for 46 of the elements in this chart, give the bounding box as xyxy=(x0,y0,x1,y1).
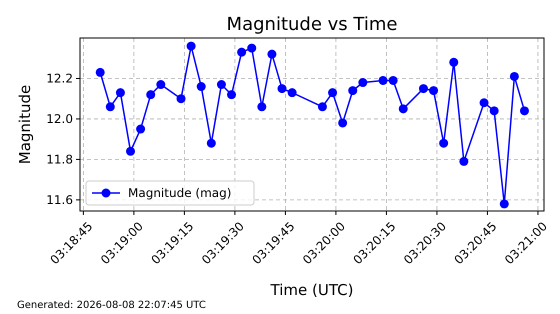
point xyxy=(500,199,509,208)
y-tick-label: 12.0 xyxy=(46,112,73,126)
point xyxy=(116,88,125,98)
point xyxy=(257,102,266,112)
point xyxy=(338,118,348,128)
point xyxy=(318,102,327,112)
point xyxy=(328,88,338,98)
y-axis-title: Magnitude xyxy=(16,84,34,164)
point xyxy=(196,82,206,92)
text: Generated: 2026-08-08 22:07:45 UTC xyxy=(17,300,206,311)
legend-label: Magnitude (mag) xyxy=(128,186,232,200)
point xyxy=(227,90,236,100)
point xyxy=(429,86,438,96)
point xyxy=(156,80,166,90)
point xyxy=(358,78,368,88)
point xyxy=(520,106,529,116)
point xyxy=(439,138,448,148)
point xyxy=(247,44,256,53)
point xyxy=(237,48,246,57)
point xyxy=(186,42,196,51)
point xyxy=(136,124,146,134)
point xyxy=(418,84,428,94)
point xyxy=(106,102,115,112)
point xyxy=(378,76,388,85)
point xyxy=(267,50,276,59)
point xyxy=(176,94,186,104)
point xyxy=(126,146,136,156)
point xyxy=(146,90,156,100)
point xyxy=(288,88,297,98)
y-tick-label: 11.6 xyxy=(46,192,73,207)
point xyxy=(96,68,105,77)
point xyxy=(278,84,287,94)
y-tick-label: 12.2 xyxy=(46,71,73,86)
point xyxy=(216,80,226,90)
point xyxy=(388,76,398,85)
point xyxy=(510,72,519,81)
y-tick-label: 11.8 xyxy=(46,152,73,166)
point xyxy=(480,98,489,108)
chart-title: Magnitude vs Time xyxy=(226,14,398,35)
point xyxy=(490,106,499,116)
point xyxy=(459,156,468,166)
x-axis-title: Time (UTC) xyxy=(270,281,354,299)
point xyxy=(206,138,216,148)
point xyxy=(398,104,408,114)
point xyxy=(348,86,358,96)
point xyxy=(449,58,458,67)
